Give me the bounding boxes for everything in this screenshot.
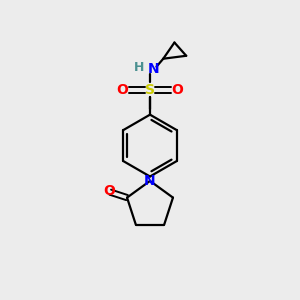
Text: O: O bbox=[116, 82, 128, 97]
Text: O: O bbox=[172, 82, 184, 97]
Text: H: H bbox=[134, 61, 144, 74]
Text: N: N bbox=[144, 174, 156, 188]
Text: O: O bbox=[103, 184, 115, 198]
Text: N: N bbox=[148, 62, 159, 76]
Text: S: S bbox=[145, 82, 155, 97]
